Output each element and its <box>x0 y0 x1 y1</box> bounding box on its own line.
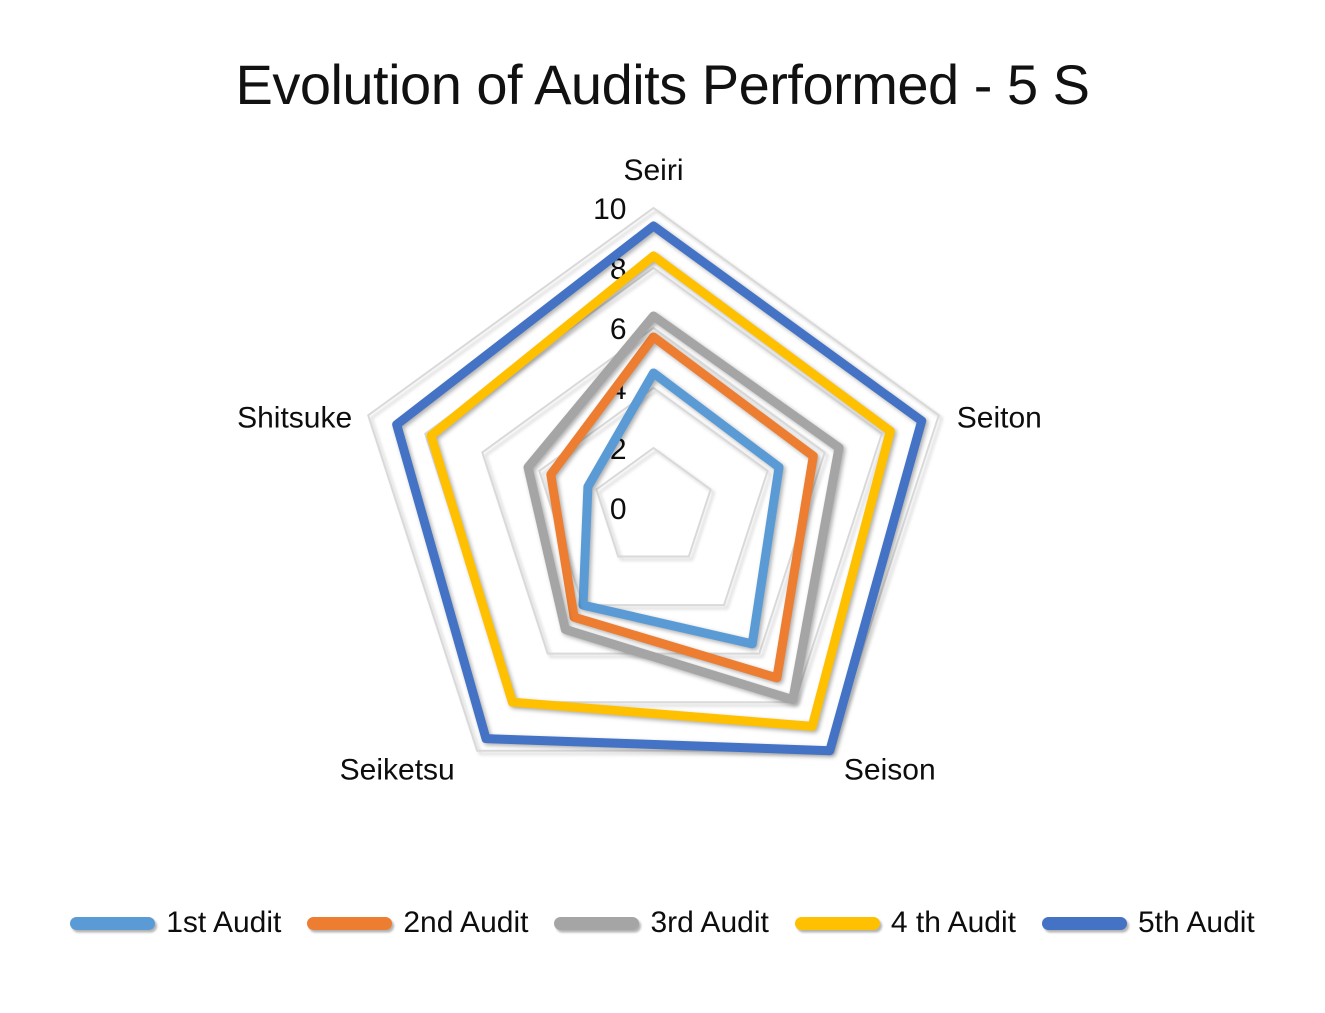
legend-label-5th-audit: 5th Audit <box>1137 906 1255 939</box>
series-polygon-3rd-audit <box>523 311 844 705</box>
legend-item-2nd-audit: 2nd Audit <box>307 906 528 940</box>
series-polygon-5th-audit <box>392 221 927 756</box>
chart-title: Evolution of Audits Performed - 5 S <box>235 53 1090 116</box>
legend-label-4th-audit: 4 th Audit <box>890 906 1016 939</box>
legend-label-2nd-audit: 2nd Audit <box>403 906 529 939</box>
tick-label-6: 6 <box>610 313 627 346</box>
legend-label-1st-audit: 1st Audit <box>166 906 282 939</box>
series-polygon-2nd-audit <box>546 332 818 683</box>
axis-label-seison: Seison <box>844 754 936 787</box>
legend-label-3rd-audit: 3rd Audit <box>650 906 769 939</box>
axis-label-shitsuke: Shitsuke <box>237 401 352 434</box>
gridline-ring-2 <box>595 446 712 558</box>
axis-label-seiketsu: Seiketsu <box>340 754 455 787</box>
radar-chart: 10 8 6 4 2 0 Seiri Seiton Seison Seiketsu Shitsuke <box>237 154 1042 787</box>
legend-swatch-2nd-audit <box>307 916 393 930</box>
tick-label-10: 10 <box>593 193 626 226</box>
axis-label-seiri: Seiri <box>623 154 683 187</box>
legend-swatch-1st-audit <box>70 916 156 930</box>
tick-label-0: 0 <box>610 493 627 526</box>
legend-item-5th-audit: 5th Audit <box>1041 906 1255 940</box>
legend-item-1st-audit: 1st Audit <box>70 906 281 940</box>
series-polygon-4-th-audit <box>426 251 895 731</box>
legend-swatch-5th-audit <box>1041 916 1127 930</box>
legend-swatch-4th-audit <box>794 916 880 930</box>
gridline-ring-10 <box>367 206 940 752</box>
gridline-ring-4 <box>538 386 769 607</box>
chart-legend: 1st Audit 2nd Audit 3rd Audit 4 th Audit… <box>0 897 1325 949</box>
axis-label-seiton: Seiton <box>957 401 1042 434</box>
legend-item-4th-audit: 4 th Audit <box>794 906 1016 940</box>
legend-item-3rd-audit: 3rd Audit <box>554 906 769 940</box>
legend-swatch-3rd-audit <box>554 916 640 930</box>
series-polygon-1st-audit <box>578 368 784 649</box>
